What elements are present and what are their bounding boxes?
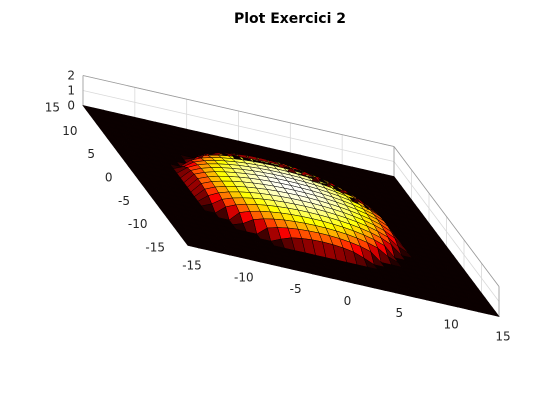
surface-patch [484, 309, 500, 317]
z-tick-label: 0 [67, 98, 75, 112]
grid-line [82, 90, 395, 162]
x-tick-label: 10 [444, 318, 459, 332]
z-tick-label: 2 [67, 68, 75, 82]
axis-line [393, 146, 500, 287]
surface-patches [82, 105, 500, 317]
y-tick-label: 15 [45, 100, 60, 114]
y-tick-label: 5 [87, 147, 95, 161]
x-tick-label: 5 [396, 306, 404, 320]
z-tick-label: 1 [67, 83, 75, 97]
x-tick-label: 15 [495, 330, 510, 344]
x-tick-label: 0 [344, 294, 352, 308]
y-tick-label: -10 [128, 217, 148, 231]
y-tick-label: -5 [118, 194, 130, 208]
x-tick-label: -5 [290, 282, 302, 296]
y-tick-label: 10 [62, 124, 77, 138]
x-tick-label: -15 [182, 259, 202, 273]
grid-line [393, 161, 500, 302]
y-tick-label: -15 [145, 241, 165, 255]
y-tick-label: 0 [105, 170, 113, 184]
chart-title: Plot Exercici 2 [234, 11, 346, 27]
x-tick-label: -10 [234, 270, 254, 284]
axis-line [82, 75, 395, 147]
